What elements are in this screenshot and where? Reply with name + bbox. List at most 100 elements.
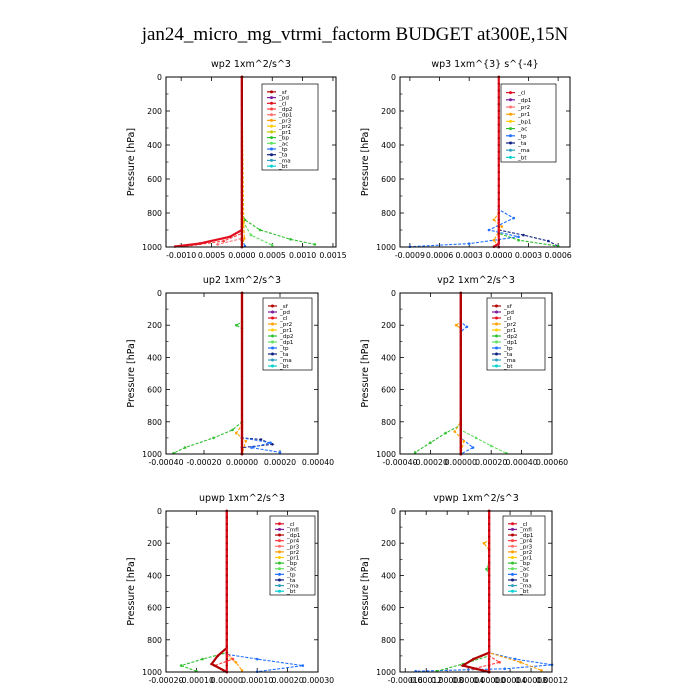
legend-label: _pr1 (278, 130, 292, 136)
legend-marker (495, 340, 498, 344)
legend-marker (495, 346, 498, 350)
x-tick-label: 0.0003 (515, 251, 542, 260)
zero-line-marker (225, 574, 228, 577)
series-marker_dp1 (210, 662, 213, 666)
legend-label: _ac (519, 567, 529, 573)
zero-line-marker (225, 580, 228, 583)
legend-label: _dp2 (279, 334, 293, 340)
legend-label: _pr2 (278, 124, 291, 130)
legend-label: _ma (279, 358, 292, 364)
zero-line-marker (225, 548, 228, 551)
x-tick-label: 0.0003 (456, 251, 483, 260)
zero-line-marker (497, 96, 500, 99)
zero-line-marker (488, 658, 491, 661)
zero-line-marker (240, 177, 243, 181)
zero-line-marker (497, 171, 500, 174)
series-line_cl (493, 77, 500, 248)
zero-line-marker (459, 446, 462, 449)
x-tick-label: 0.00004 (494, 676, 526, 685)
series-marker_dp1 (216, 654, 219, 658)
series-line_bp (436, 511, 490, 672)
zero-line-marker (497, 239, 500, 242)
series-line_tp (409, 77, 519, 248)
legend-label: _bt (519, 589, 529, 595)
x-tick-label: -0.00040 (382, 458, 417, 467)
zero-line-marker (459, 427, 462, 430)
legend-marker (270, 158, 273, 162)
series-marker_tp (250, 446, 253, 449)
series-marker_pr1 (500, 225, 504, 228)
legend-marker (509, 148, 512, 152)
legend-marker (271, 340, 274, 344)
x-tick-label: 0.00008 (515, 676, 547, 685)
legend-marker (271, 346, 274, 350)
legend-marker (509, 98, 512, 102)
legend-marker (270, 164, 273, 168)
zero-line-marker (225, 606, 228, 609)
y-axis-label: Pressure [hPa] (126, 128, 137, 196)
zero-line-marker (497, 164, 500, 167)
zero-line-marker (488, 529, 491, 532)
legend-label: _bt (279, 364, 289, 370)
zero-line-marker (497, 198, 500, 201)
zero-line-marker (240, 336, 244, 340)
legend-marker (278, 539, 281, 543)
zero-line-marker (488, 522, 491, 525)
zero-line-marker (225, 625, 228, 629)
y-tick-label: 600 (147, 604, 162, 613)
legend-marker (495, 328, 498, 332)
legend-box (262, 297, 313, 371)
x-tick-label: 0.00060 (536, 458, 568, 467)
zero-line-marker (497, 157, 500, 160)
series-marker_tp (465, 325, 469, 329)
legend: _cl_mfl_dp1_pr4_pr3_pr2_pr1_bp_ac_tp_ta_… (502, 515, 546, 596)
zero-line-marker (240, 427, 244, 430)
zero-line-marker (488, 542, 491, 545)
legend-label: _dp1 (278, 113, 293, 119)
legend-label: _bt (278, 164, 288, 170)
x-tick-label: 0.00040 (302, 458, 334, 467)
zero-line-marker (240, 82, 243, 85)
legend-marker (511, 561, 514, 565)
zero-line-marker (240, 414, 244, 417)
series-marker_dp2 (222, 239, 225, 243)
legend-marker (509, 155, 512, 159)
y-axis-label: Pressure [hPa] (360, 128, 371, 196)
zero-line-marker (240, 205, 243, 208)
legend-marker (278, 550, 281, 554)
series-marker_bp (179, 664, 183, 667)
legend-marker (270, 124, 273, 128)
legend-marker (511, 589, 514, 593)
series-line_tp (241, 77, 246, 247)
series-line_pr2 (226, 511, 243, 671)
legend-marker (278, 567, 281, 571)
series-marker_pr2 (519, 661, 522, 664)
legend: _sf_pd_cl_pr2_pr1_dp2_dp1_tp_ta_ma_bt (262, 297, 313, 371)
zero-line-marker (240, 239, 243, 242)
zero-line-marker (225, 529, 228, 532)
zero-line-marker (488, 625, 491, 629)
legend-marker (495, 334, 498, 338)
x-tick-label: 0.0015 (319, 251, 346, 260)
legend-marker (278, 584, 281, 588)
zero-line-marker (488, 548, 491, 551)
zero-line-marker (225, 619, 228, 622)
zero-line-marker (497, 225, 500, 228)
legend-label: _pr2 (286, 550, 299, 556)
series-marker_ac (271, 244, 274, 247)
legend-label: _dp2 (503, 334, 517, 340)
x-tick-label: 0.00004 (452, 676, 484, 685)
legend-label: _dp2 (278, 107, 292, 113)
x-tick-label: 0.00030 (302, 676, 334, 685)
legend-marker (495, 352, 498, 356)
zero-line-marker (240, 137, 243, 140)
zero-line-marker (225, 522, 228, 525)
legend-label: _cl (517, 91, 526, 97)
zero-line-marker (459, 356, 462, 359)
zero-line-marker (225, 612, 228, 616)
y-tick-label: 800 (381, 418, 396, 427)
y-tick-label: 1000 (376, 450, 396, 459)
legend-label: _sf (278, 90, 288, 96)
zero-line-marker (240, 420, 244, 423)
legend-label: _mfl (519, 527, 532, 533)
